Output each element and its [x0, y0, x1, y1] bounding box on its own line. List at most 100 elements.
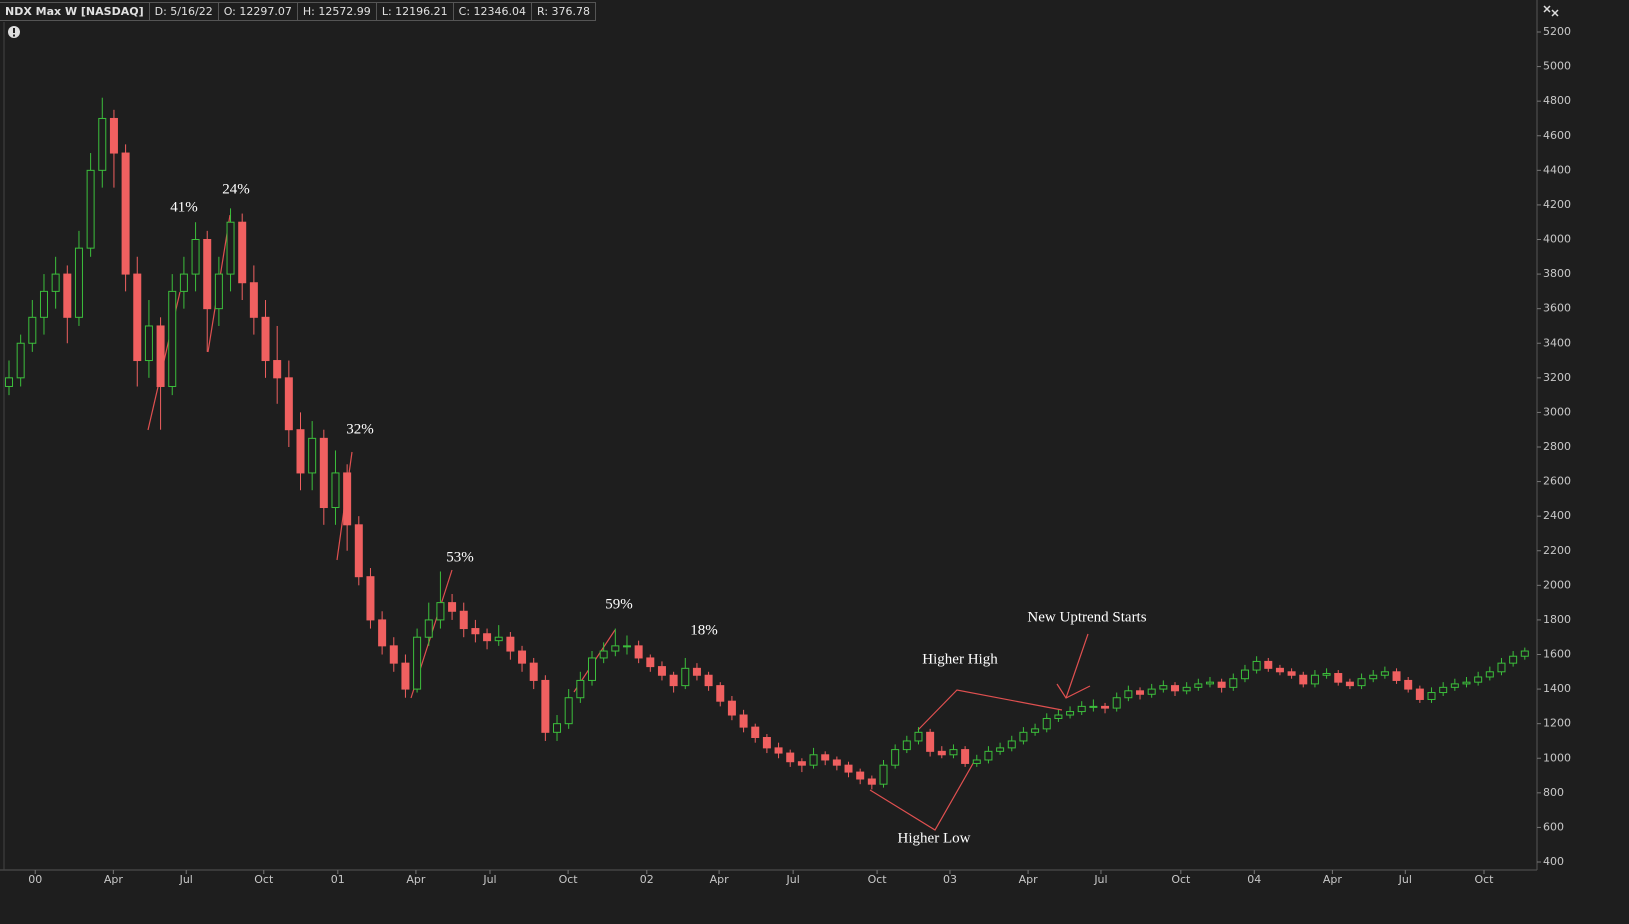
candle-body: [389, 645, 398, 664]
x-tick-label: Jul: [482, 873, 496, 886]
candle-body: [494, 636, 503, 642]
annotation: 41%: [170, 199, 198, 215]
y-tick-label: 2200: [1543, 544, 1571, 557]
candle-body: [622, 645, 631, 648]
y-tick-label: 1000: [1543, 751, 1571, 764]
candle-body: [949, 749, 958, 756]
candle-body: [856, 771, 865, 780]
candle-body: [1205, 681, 1214, 685]
candle-body: [797, 761, 806, 766]
candle-body: [1054, 714, 1063, 719]
candle-body: [144, 325, 153, 362]
candle-body: [1101, 705, 1110, 709]
candle-body: [1229, 678, 1238, 688]
candle-body: [1485, 671, 1494, 678]
y-tick-label: 4200: [1543, 198, 1571, 211]
symbol: NDX Max W [NASDAQ]: [0, 1, 150, 21]
y-tick-label: 1600: [1543, 648, 1571, 661]
y-tick-label: 3800: [1543, 267, 1571, 280]
candle-body: [1147, 688, 1156, 695]
annotation: New Uptrend Starts: [1027, 609, 1146, 625]
candle-body: [681, 667, 690, 687]
annotation: Higher High: [922, 651, 998, 667]
candle-body: [98, 117, 107, 171]
y-tick-label: 3200: [1543, 371, 1571, 384]
candle-body: [1275, 667, 1284, 673]
candle-body: [809, 754, 818, 766]
annotation: 59%: [605, 596, 633, 612]
settings-icon[interactable]: [1543, 5, 1559, 17]
candle-body: [1089, 705, 1098, 708]
candle-body: [284, 377, 293, 431]
candle-body: [996, 747, 1005, 752]
candle-body: [902, 740, 911, 751]
candle-body: [1520, 650, 1529, 657]
info-icon[interactable]: [8, 26, 20, 38]
candle-body: [238, 221, 247, 284]
x-tick-label: Oct: [868, 873, 888, 886]
candle-body: [1310, 674, 1319, 685]
candle-body: [39, 290, 48, 318]
candle-body: [354, 524, 363, 578]
candle-body: [74, 247, 83, 318]
candle-body: [529, 662, 538, 681]
x-tick-label: Oct: [1171, 873, 1191, 886]
candle-body: [937, 750, 946, 756]
candle-body: [436, 602, 445, 621]
candle-body: [1380, 671, 1389, 676]
candle-body: [751, 726, 760, 738]
candle-body: [1404, 679, 1413, 690]
y-tick-label: 2000: [1543, 578, 1571, 591]
candle-body: [448, 602, 457, 612]
candle-body: [588, 657, 596, 681]
candle-body: [657, 666, 666, 676]
candle-body: [1392, 671, 1401, 681]
candle-body: [331, 472, 340, 509]
y-tick-label: 1800: [1543, 613, 1571, 626]
candle-body: [1427, 692, 1436, 700]
candle-body: [28, 316, 37, 344]
candle-body: [891, 749, 900, 766]
x-tick-label: 02: [640, 873, 654, 886]
candle-body: [1007, 740, 1016, 749]
candle-body: [774, 747, 783, 754]
candle-body: [984, 750, 993, 761]
candle-body: [553, 723, 562, 733]
candle-body: [1509, 655, 1518, 664]
candle-body: [739, 714, 748, 728]
candle-body: [319, 437, 328, 509]
candle-body: [179, 273, 188, 292]
candle-body: [1124, 690, 1133, 699]
y-tick-label: 4600: [1543, 129, 1571, 142]
candle-body: [821, 754, 830, 761]
candle-body: [16, 342, 25, 379]
x-tick-label: 03: [943, 873, 957, 886]
y-tick-label: 5200: [1543, 25, 1571, 38]
candle-body: [1497, 662, 1506, 673]
candle-body: [1019, 731, 1028, 742]
header-field: C: 12346.04: [452, 1, 533, 21]
candle-body: [1194, 683, 1203, 688]
candle-body: [506, 636, 515, 652]
candle-body: [1077, 705, 1086, 713]
candle-body: [1042, 717, 1051, 730]
candle-body: [1252, 660, 1261, 671]
candle-body: [261, 316, 270, 362]
x-tick-label: 00: [28, 873, 42, 886]
candle-body: [518, 650, 527, 664]
x-tick-label: Jul: [179, 873, 193, 886]
header-field: D: 5/16/22: [148, 1, 219, 21]
candle-body: [133, 273, 142, 362]
candle-body: [1462, 681, 1471, 685]
candle-body: [249, 282, 258, 318]
candle-body: [646, 657, 655, 668]
candle-body: [704, 674, 713, 687]
annotation: 24%: [222, 181, 250, 197]
candle-body: [1159, 685, 1168, 690]
candle-body: [867, 778, 876, 785]
candle-body: [564, 697, 573, 725]
candle-body: [1136, 690, 1145, 695]
candle-body: [5, 377, 13, 387]
y-tick-label: 1200: [1543, 717, 1571, 730]
candle-body: [121, 152, 130, 275]
